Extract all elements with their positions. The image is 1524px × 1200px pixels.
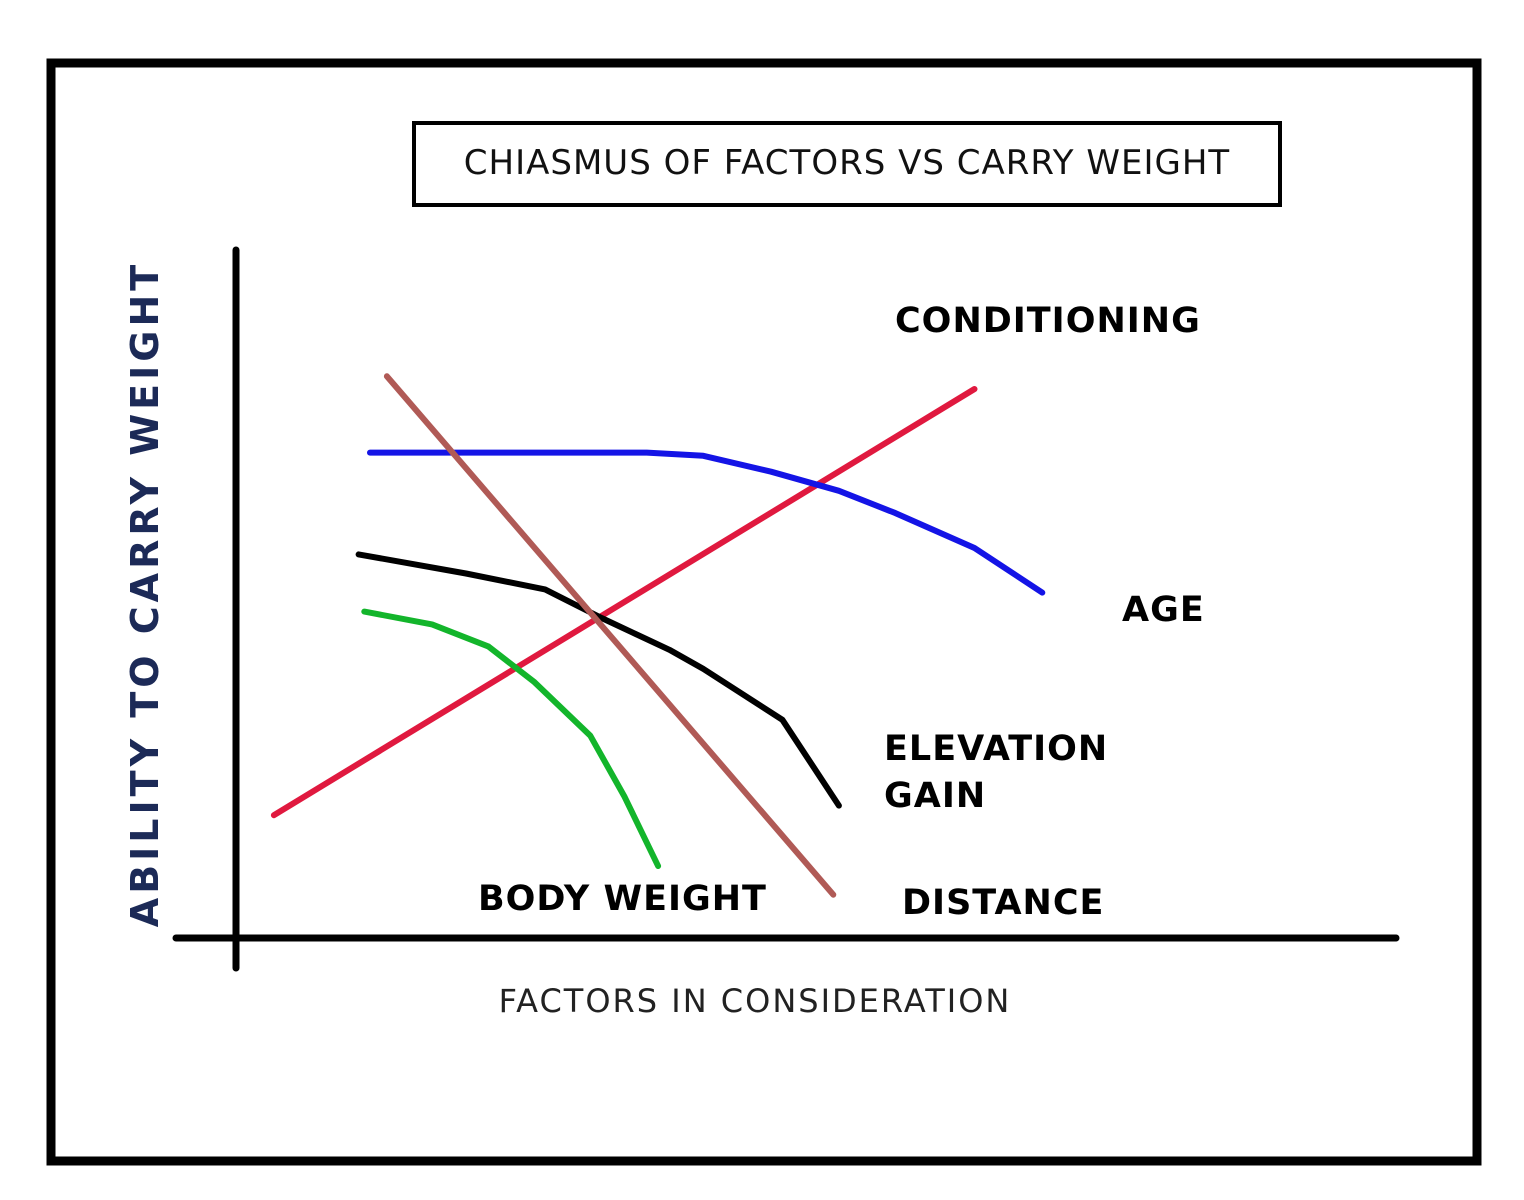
series-label-conditioning: CONDITIONING bbox=[895, 301, 1201, 341]
series-line-body-weight bbox=[361, 608, 662, 869]
series-label-elevation-gain: ELEVATION GAIN bbox=[884, 729, 1121, 816]
series-label-elevation-gain-line1: ELEVATION bbox=[884, 729, 1108, 769]
series-label-distance: DISTANCE bbox=[902, 883, 1104, 923]
series-label-age: AGE bbox=[1122, 590, 1205, 630]
title-box bbox=[412, 121, 1282, 207]
chart-title: CHIASMUS OF FACTORS VS CARRY WEIGHT bbox=[464, 143, 1230, 183]
chart-frame bbox=[46, 58, 1482, 1166]
series-line-age bbox=[367, 449, 1046, 596]
series-line-conditioning bbox=[270, 386, 978, 819]
y-axis-label: ABILITY TO CARRY WEIGHT bbox=[123, 261, 167, 927]
x-axis-label: FACTORS IN CONSIDERATION bbox=[499, 982, 1012, 1020]
series-label-body-weight: BODY WEIGHT bbox=[478, 879, 767, 919]
series-line-elevation-gain bbox=[355, 551, 842, 809]
series-layer bbox=[270, 373, 1046, 898]
series-label-elevation-gain-line2: GAIN bbox=[884, 776, 986, 816]
series-line-distance bbox=[383, 373, 837, 898]
